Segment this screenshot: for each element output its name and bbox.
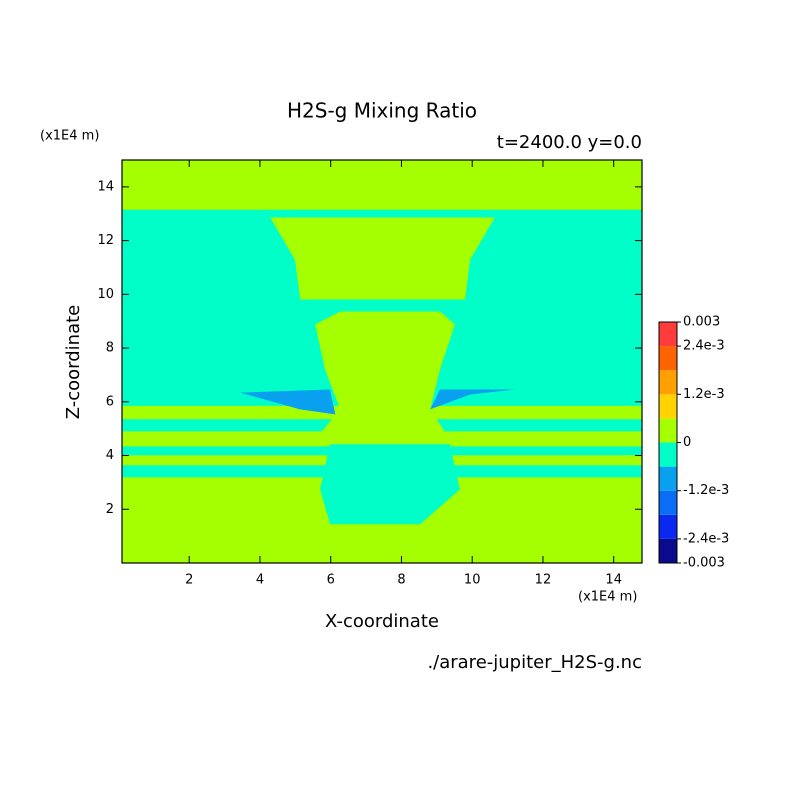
source-file: ./arare-jupiter_H2S-g.nc — [427, 652, 642, 673]
colorbar-bin — [659, 370, 677, 395]
y-tick-label: 14 — [97, 179, 114, 194]
colorbar-bin — [659, 490, 677, 515]
x-tick-label: 4 — [256, 573, 264, 588]
y-tick-label: 8 — [106, 341, 114, 356]
x-tick-label: 6 — [327, 573, 335, 588]
colorbar-tick-label: -0.003 — [683, 556, 725, 571]
colorbar-tick-label: -2.4e-3 — [683, 531, 729, 546]
x-tick-label: 14 — [605, 573, 622, 588]
colorbar-bin — [659, 442, 677, 467]
y-tick-label: 12 — [97, 233, 114, 248]
x-tick-label: 2 — [185, 573, 193, 588]
colorbar-bin — [659, 418, 677, 443]
colorbar-bin — [659, 394, 677, 419]
y-tick-label: 6 — [106, 394, 114, 409]
colorbar-bin — [659, 322, 677, 347]
y-tick-label: 4 — [106, 448, 114, 463]
x-unit: (x1E4 m) — [578, 590, 637, 605]
x-tick-label: 8 — [397, 573, 405, 588]
chart-subtitle: t=2400.0 y=0.0 — [497, 132, 642, 153]
colorbar-bin — [659, 514, 677, 539]
chart-title: H2S-g Mixing Ratio — [287, 99, 477, 123]
x-axis-label: X-coordinate — [325, 611, 439, 632]
colorbar-tick-label: 0 — [683, 435, 691, 450]
colorbar-tick-label: 1.2e-3 — [683, 387, 725, 402]
x-tick-label: 10 — [464, 573, 481, 588]
contour-region — [270, 217, 495, 300]
contour-region — [320, 444, 460, 525]
colorbar-bin — [659, 346, 677, 371]
y-axis-label: Z-coordinate — [63, 305, 84, 420]
contour-region — [315, 311, 455, 440]
colorbar-bin — [659, 466, 677, 491]
contour-region — [122, 209, 642, 406]
y-tick-label: 2 — [106, 502, 114, 517]
y-unit: (x1E4 m) — [40, 129, 99, 144]
colorbar-tick-label: -1.2e-3 — [683, 483, 729, 498]
colorbar-tick-label: 2.4e-3 — [683, 339, 725, 354]
x-tick-label: 12 — [535, 573, 552, 588]
contour-region — [240, 389, 336, 415]
y-tick-label: 10 — [97, 287, 114, 302]
colorbar-tick-label: 0.003 — [683, 315, 720, 330]
plot-frame — [121, 159, 643, 564]
colorbar-bin — [659, 538, 677, 563]
contour-region — [430, 389, 516, 410]
